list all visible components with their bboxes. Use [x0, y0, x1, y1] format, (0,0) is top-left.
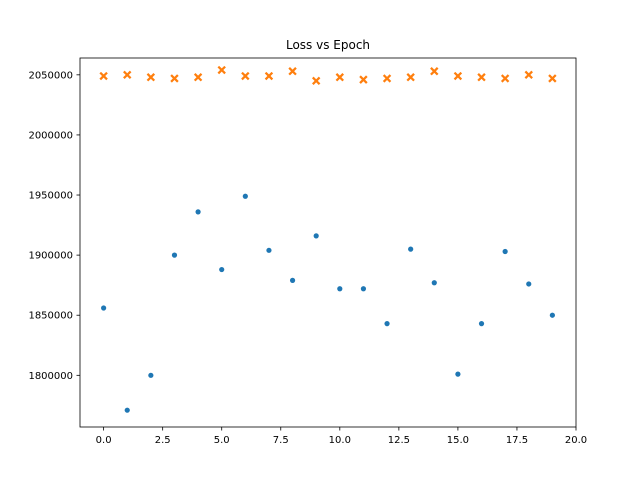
data-point	[500, 74, 510, 83]
data-point	[288, 67, 297, 76]
axes-frame	[79, 57, 577, 428]
data-point	[170, 74, 179, 83]
y-tick-label: 1850000	[28, 311, 73, 322]
x-tick-label: 2.5	[155, 435, 171, 446]
data-point	[335, 73, 345, 82]
y-tick-label: 2050000	[28, 70, 73, 81]
data-point	[313, 233, 319, 239]
y-tick-label: 1800000	[28, 371, 73, 382]
data-point	[241, 71, 250, 81]
x-tick-label: 10.0	[329, 435, 351, 446]
data-point	[408, 246, 414, 252]
data-point	[359, 75, 368, 84]
data-point	[289, 277, 296, 283]
plot-area	[99, 65, 557, 413]
data-point	[526, 281, 532, 287]
y-tick-label: 2000000	[28, 130, 73, 141]
data-point	[146, 73, 156, 82]
data-point	[101, 305, 107, 311]
data-point	[502, 248, 508, 255]
data-point	[311, 76, 321, 86]
data-point	[99, 71, 108, 81]
series-1	[99, 65, 557, 86]
data-point	[266, 247, 272, 253]
x-tick-label: 5.0	[214, 435, 230, 446]
y-axis: 1800000 1850000 1900000 1950000 2000000 20500…	[28, 70, 80, 382]
x-tick-label: 20.0	[565, 435, 587, 446]
data-point	[453, 71, 463, 81]
series-0	[101, 193, 555, 413]
data-point	[548, 74, 557, 83]
data-point	[384, 321, 390, 327]
data-point	[430, 67, 439, 76]
data-point	[123, 70, 132, 80]
data-point	[477, 73, 486, 82]
x-tick-label: 17.5	[506, 435, 528, 446]
data-point	[124, 407, 130, 413]
x-tick-label: 0.0	[96, 435, 112, 446]
x-axis: 0.0 2.5 5.0 7.5 10.0 12.5 15.0 17.5 20.0	[96, 427, 587, 446]
data-point	[431, 280, 437, 286]
x-tick-label: 7.5	[273, 435, 289, 446]
x-tick-label: 12.5	[388, 435, 410, 446]
data-point	[242, 193, 248, 199]
data-point	[478, 321, 485, 327]
data-point	[195, 209, 201, 215]
data-point	[382, 74, 392, 83]
data-point	[148, 372, 154, 378]
data-point	[406, 73, 415, 82]
y-tick-label: 1950000	[28, 191, 73, 202]
data-point	[337, 286, 343, 292]
data-point	[171, 252, 178, 258]
data-point	[264, 71, 274, 81]
data-point	[455, 371, 461, 377]
data-point	[193, 73, 203, 82]
data-point	[219, 266, 225, 273]
data-point	[217, 65, 226, 75]
data-point	[524, 70, 533, 80]
data-point	[549, 312, 555, 318]
x-tick-label: 15.0	[447, 435, 469, 446]
chart-title: Loss vs Epoch	[286, 38, 370, 52]
data-point	[360, 286, 367, 292]
y-tick-label: 1900000	[28, 251, 73, 262]
